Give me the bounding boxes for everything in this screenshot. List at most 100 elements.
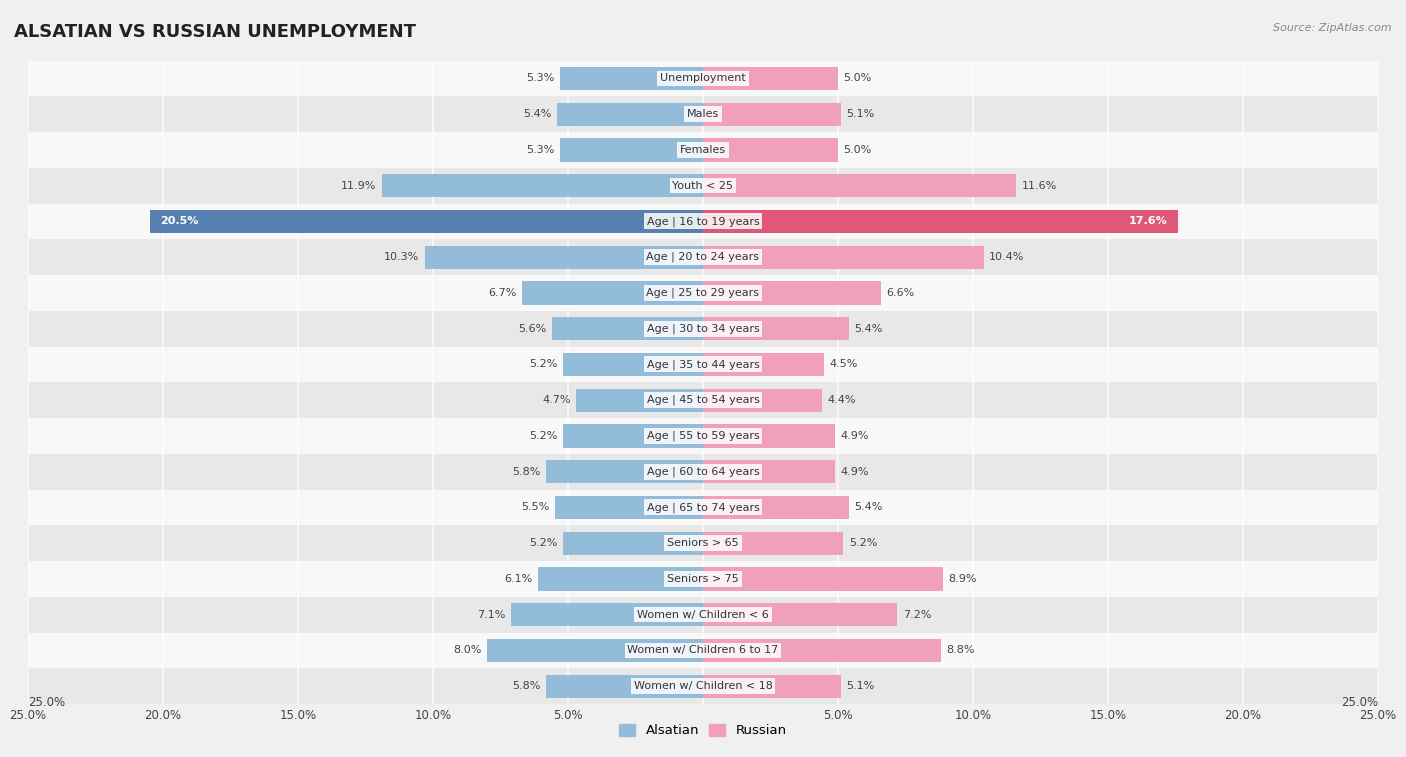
Text: Males: Males xyxy=(688,109,718,119)
Bar xyxy=(703,102,841,126)
Text: Seniors > 65: Seniors > 65 xyxy=(668,538,738,548)
Bar xyxy=(562,531,703,555)
Bar xyxy=(538,567,703,590)
Text: 8.0%: 8.0% xyxy=(453,646,482,656)
Text: 5.4%: 5.4% xyxy=(523,109,551,119)
Text: 25.0%: 25.0% xyxy=(28,696,65,709)
Text: 5.3%: 5.3% xyxy=(526,145,554,155)
Bar xyxy=(703,603,897,626)
Text: 5.0%: 5.0% xyxy=(844,145,872,155)
Bar xyxy=(703,424,835,447)
Text: 10.3%: 10.3% xyxy=(384,252,419,262)
Bar xyxy=(703,674,841,698)
Text: 5.5%: 5.5% xyxy=(520,503,550,512)
Text: 7.1%: 7.1% xyxy=(478,609,506,620)
Text: 11.9%: 11.9% xyxy=(342,181,377,191)
Text: 10.4%: 10.4% xyxy=(990,252,1025,262)
Bar xyxy=(547,460,703,483)
Bar xyxy=(703,531,844,555)
Bar xyxy=(28,490,1378,525)
Text: 5.0%: 5.0% xyxy=(844,73,872,83)
Bar xyxy=(703,174,1017,198)
Bar xyxy=(522,282,703,304)
Text: 5.4%: 5.4% xyxy=(855,324,883,334)
Text: 5.2%: 5.2% xyxy=(529,431,557,441)
Text: 5.2%: 5.2% xyxy=(529,538,557,548)
Text: 4.9%: 4.9% xyxy=(841,466,869,477)
Bar xyxy=(28,168,1378,204)
Text: 4.4%: 4.4% xyxy=(827,395,856,405)
Text: Age | 25 to 29 years: Age | 25 to 29 years xyxy=(647,288,759,298)
Text: 8.8%: 8.8% xyxy=(946,646,974,656)
Text: 5.2%: 5.2% xyxy=(529,360,557,369)
Text: 6.7%: 6.7% xyxy=(488,288,517,298)
Bar xyxy=(28,132,1378,168)
Text: 8.9%: 8.9% xyxy=(949,574,977,584)
Bar xyxy=(557,102,703,126)
Bar xyxy=(28,453,1378,490)
Text: 17.6%: 17.6% xyxy=(1129,217,1167,226)
Bar xyxy=(28,561,1378,597)
Legend: Alsatian, Russian: Alsatian, Russian xyxy=(614,718,792,743)
Bar xyxy=(512,603,703,626)
Text: 6.6%: 6.6% xyxy=(887,288,915,298)
Bar xyxy=(703,567,943,590)
Text: 5.1%: 5.1% xyxy=(846,681,875,691)
Text: 5.6%: 5.6% xyxy=(519,324,547,334)
Text: Females: Females xyxy=(681,145,725,155)
Bar xyxy=(703,139,838,161)
Text: Age | 20 to 24 years: Age | 20 to 24 years xyxy=(647,252,759,263)
Text: Age | 55 to 59 years: Age | 55 to 59 years xyxy=(647,431,759,441)
Bar xyxy=(551,317,703,341)
Bar xyxy=(28,382,1378,418)
Text: Seniors > 75: Seniors > 75 xyxy=(666,574,740,584)
Text: Unemployment: Unemployment xyxy=(661,73,745,83)
Bar xyxy=(425,245,703,269)
Text: Women w/ Children < 6: Women w/ Children < 6 xyxy=(637,609,769,620)
Text: 7.2%: 7.2% xyxy=(903,609,931,620)
Bar xyxy=(703,639,941,662)
Text: 4.7%: 4.7% xyxy=(543,395,571,405)
Bar xyxy=(28,275,1378,311)
Bar xyxy=(28,96,1378,132)
Bar xyxy=(28,311,1378,347)
Text: ALSATIAN VS RUSSIAN UNEMPLOYMENT: ALSATIAN VS RUSSIAN UNEMPLOYMENT xyxy=(14,23,416,41)
Bar xyxy=(703,245,984,269)
Bar xyxy=(382,174,703,198)
Text: Women w/ Children 6 to 17: Women w/ Children 6 to 17 xyxy=(627,646,779,656)
Bar xyxy=(28,347,1378,382)
Text: Age | 60 to 64 years: Age | 60 to 64 years xyxy=(647,466,759,477)
Text: 25.0%: 25.0% xyxy=(1341,696,1378,709)
Text: 5.4%: 5.4% xyxy=(855,503,883,512)
Bar xyxy=(703,317,849,341)
Text: 5.8%: 5.8% xyxy=(513,681,541,691)
Bar xyxy=(576,388,703,412)
Bar xyxy=(560,139,703,161)
Bar xyxy=(149,210,703,233)
Text: 5.2%: 5.2% xyxy=(849,538,877,548)
Bar xyxy=(703,353,824,376)
Text: Women w/ Children < 18: Women w/ Children < 18 xyxy=(634,681,772,691)
Bar xyxy=(486,639,703,662)
Bar xyxy=(562,424,703,447)
Text: Age | 35 to 44 years: Age | 35 to 44 years xyxy=(647,359,759,369)
Text: Youth < 25: Youth < 25 xyxy=(672,181,734,191)
Bar xyxy=(703,210,1178,233)
Bar xyxy=(28,239,1378,275)
Bar xyxy=(28,633,1378,668)
Text: 11.6%: 11.6% xyxy=(1022,181,1057,191)
Bar xyxy=(28,61,1378,96)
Text: 6.1%: 6.1% xyxy=(505,574,533,584)
Text: Age | 16 to 19 years: Age | 16 to 19 years xyxy=(647,217,759,226)
Bar xyxy=(703,388,821,412)
Bar xyxy=(562,353,703,376)
Text: 20.5%: 20.5% xyxy=(160,217,198,226)
Text: Age | 65 to 74 years: Age | 65 to 74 years xyxy=(647,502,759,512)
Bar xyxy=(554,496,703,519)
Text: 4.9%: 4.9% xyxy=(841,431,869,441)
Bar xyxy=(703,67,838,90)
Bar xyxy=(28,204,1378,239)
Text: 5.3%: 5.3% xyxy=(526,73,554,83)
Bar xyxy=(703,460,835,483)
Bar xyxy=(28,597,1378,633)
